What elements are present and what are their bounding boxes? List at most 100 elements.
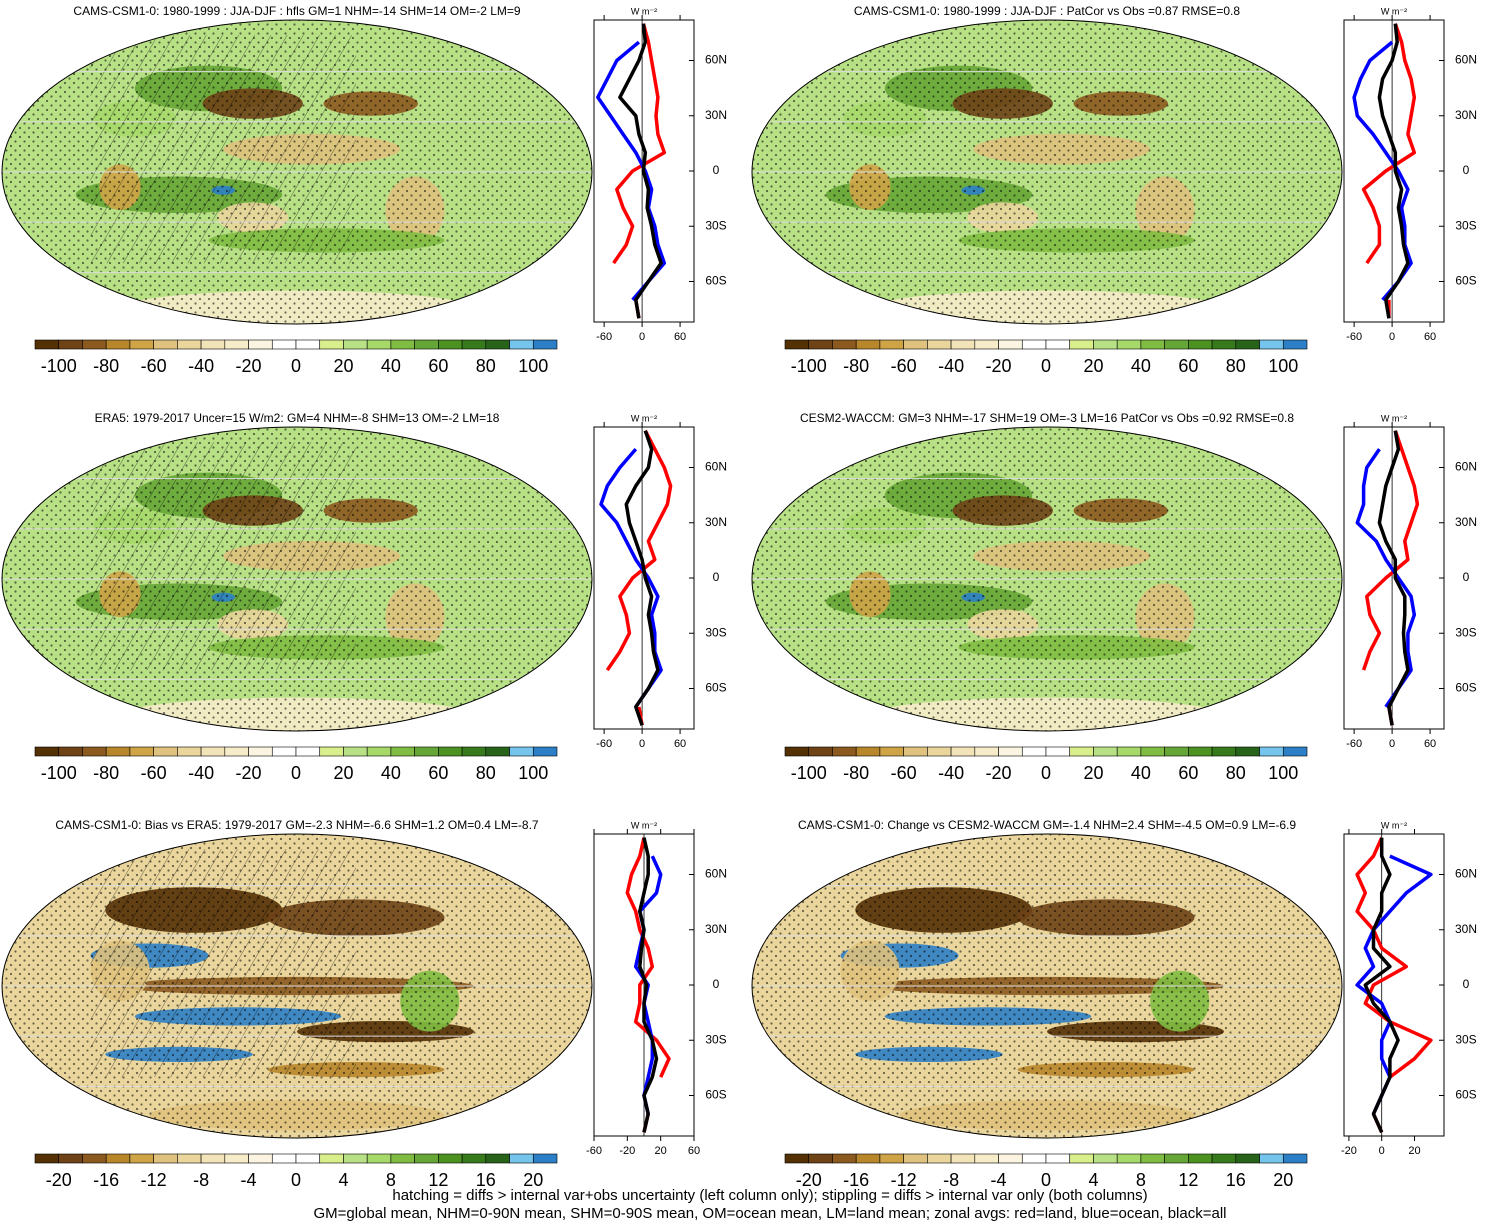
zonal-unit: W m⁻² [1381,413,1407,423]
colorbar-label: 0 [291,1170,301,1190]
y-tick-label: 0 [1463,570,1470,584]
colorbar-box [1235,746,1260,757]
colorbar-label: 40 [1131,356,1151,376]
colorbar-label: 20 [1083,356,1103,376]
colorbar-box [343,339,368,350]
hatching [90,35,356,264]
zonal-line [1363,837,1400,1134]
colorbar-box [1188,1153,1213,1164]
colorbar-label: -20 [796,1170,822,1190]
colorbar-label: 60 [1178,356,1198,376]
colorbar-label: 20 [1273,1170,1293,1190]
colorbar-box [950,1153,976,1164]
colorbar-box [832,1153,857,1164]
colorbar-label: 0 [1041,356,1051,376]
colorbar-box [271,1153,297,1164]
colorbar-label: -4 [241,1170,257,1190]
zonal-unit: W m⁻² [631,820,657,830]
colorbar-box [998,339,1023,350]
y-tick-label: 0 [1463,977,1470,991]
zonal-line [1352,40,1413,302]
colorbar-box [927,1153,952,1164]
map-border [1,19,593,325]
y-tick-label: 30N [1455,922,1477,936]
colorbar-label: 0 [291,356,301,376]
x-tick-label: 20 [1408,1145,1420,1157]
zonal-line [638,837,659,1133]
colorbar-box [998,1153,1023,1164]
colorbar-box [1069,1153,1094,1164]
colorbar-box [903,1153,928,1164]
zonal-line [599,447,663,708]
colorbar-box [1116,1153,1142,1164]
map [752,427,1342,731]
x-tick-label: 60 [1424,331,1436,343]
colorbar-box [248,339,273,350]
map [752,834,1342,1138]
colorbar-label: 100 [1268,763,1298,783]
x-tick-label: 20 [655,1145,667,1157]
colorbar-box [784,339,810,350]
colorbar-box [390,339,415,350]
zonal-unit: W m⁻² [631,413,657,423]
panel-title: CAMS-CSM1-0: 1980-1999 : JJA-DJF : PatCo… [854,4,1240,18]
colorbar-label: 100 [1268,356,1298,376]
x-tick-label: 60 [688,1145,700,1157]
colorbar-box [153,1153,178,1164]
colorbar-label: 16 [1226,1170,1246,1190]
colorbar-label: -40 [188,356,214,376]
colorbar-label: 40 [1131,763,1151,783]
colorbar-box [1188,746,1213,757]
y-tick-label: 60S [1455,681,1476,695]
map-border [751,833,1343,1139]
y-tick-label: 30N [1455,515,1477,529]
colorbar-box [832,746,857,757]
panel-title: CESM2-WACCM: GM=3 NHM=-17 SHM=19 OM=-3 L… [800,411,1294,425]
zonal-line [596,40,667,302]
colorbar-box [974,339,999,350]
zonal-line [1377,430,1410,726]
colorbar-box [784,746,810,757]
y-tick-label: 0 [713,163,720,177]
colorbar-label: -100 [791,763,827,783]
colorbar-box [366,1153,392,1164]
x-tick-label: -60 [586,1145,602,1157]
colorbar-box [34,339,60,350]
colorbar-box [1164,1153,1189,1164]
colorbar-box [855,1153,881,1164]
colorbar-box [1259,339,1284,350]
colorbar-label: -80 [93,763,119,783]
colorbar-box [414,339,439,350]
colorbar-label: -8 [943,1170,959,1190]
footer-line: hatching = diffs > internal var+obs unce… [392,1187,1147,1204]
colorbar-box [105,746,131,757]
colorbar-label: -40 [188,763,214,783]
colorbar-box [974,1153,999,1164]
colorbar-label: 60 [428,356,448,376]
colorbar-box [808,1153,833,1164]
y-tick-label: 0 [713,977,720,991]
colorbar-label: 20 [1083,763,1103,783]
colorbar-box [509,339,534,350]
x-tick-label: -20 [1341,1145,1357,1157]
colorbar-box [82,746,107,757]
zonal-unit: W m⁻² [1381,820,1407,830]
y-tick-label: 60N [1455,867,1477,881]
colorbar-label: -20 [46,1170,72,1190]
colorbar-box [153,746,178,757]
colorbar-label: -100 [41,763,77,783]
colorbar-box [808,339,833,350]
colorbar-box [224,339,249,350]
colorbar-label: -20 [236,763,262,783]
colorbar-label: -12 [891,1170,917,1190]
panel-title: CAMS-CSM1-0: 1980-1999 : JJA-DJF : hfls … [73,4,520,18]
colorbar-box [1164,339,1189,350]
x-tick-label: -60 [1346,738,1362,750]
y-tick-label: 30S [1455,218,1476,232]
colorbar-label: -80 [843,763,869,783]
colorbar-box [366,339,392,350]
colorbar-box [808,746,833,757]
y-tick-label: 0 [1463,163,1470,177]
colorbar-label: -8 [193,1170,209,1190]
colorbar-box [153,339,178,350]
